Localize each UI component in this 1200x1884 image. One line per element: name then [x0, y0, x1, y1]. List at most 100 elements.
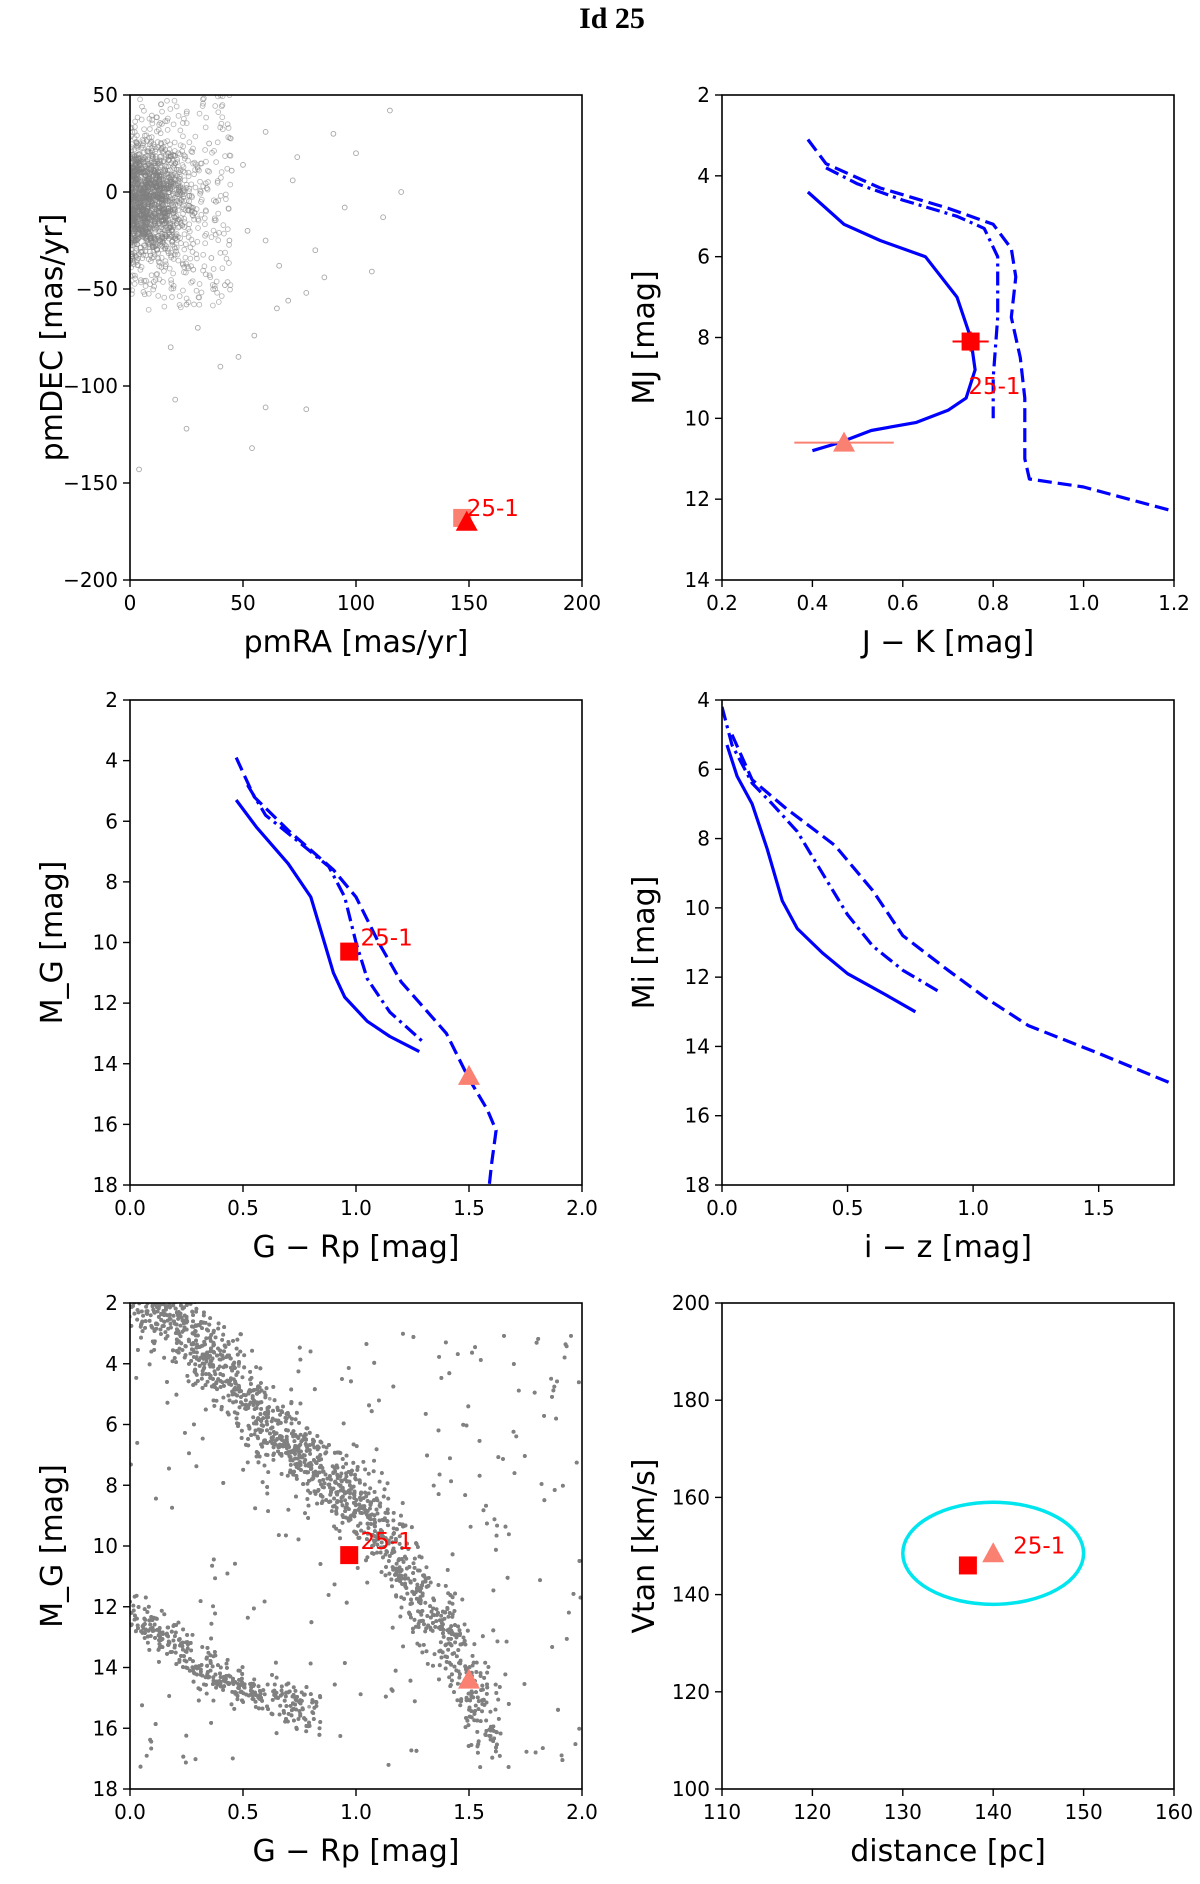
- field-star-point: [105, 214, 110, 219]
- field-star-point: [105, 249, 110, 254]
- field-star-point: [161, 220, 168, 227]
- field-star-point: [113, 229, 118, 234]
- field-star-point: [116, 234, 121, 239]
- field-star-point: [212, 103, 219, 109]
- y-tick-label: 8: [697, 827, 710, 851]
- field-star-point: [123, 126, 128, 131]
- field-star-point: [117, 167, 122, 172]
- field-star-point: [119, 222, 124, 227]
- field-star-point: [156, 196, 163, 202]
- field-star-point: [132, 272, 138, 279]
- field-star-point: [114, 164, 119, 169]
- field-star-point: [143, 252, 149, 259]
- field-star-point: [110, 140, 115, 145]
- field-star-point: [121, 197, 126, 202]
- field-star-point: [115, 166, 120, 171]
- field-star-point: [137, 184, 144, 191]
- field-star-point: [213, 278, 220, 285]
- field-star-point: [70, 198, 75, 203]
- x-tick-label: 2.0: [566, 1196, 598, 1220]
- field-star-point: [188, 236, 195, 243]
- field-star-point: [123, 197, 128, 202]
- x-tick-label: 1.2: [1158, 591, 1190, 615]
- field-star-point: [119, 169, 124, 174]
- field-star-point: [103, 254, 108, 259]
- field-star-point: [130, 155, 132, 161]
- field-star-point: [114, 259, 119, 264]
- field-star-point: [196, 167, 202, 174]
- field-star-point: [94, 193, 99, 198]
- field-star-point: [136, 203, 142, 210]
- field-star-point: [130, 184, 136, 190]
- field-star-point: [121, 216, 126, 221]
- field-star-point: [169, 1290, 173, 1294]
- field-star-point: [130, 135, 132, 141]
- field-star-point: [214, 178, 221, 184]
- field-star-point: [215, 109, 222, 116]
- field-star-point: [146, 1263, 150, 1267]
- field-star-point: [159, 148, 166, 154]
- y-tick-label: 10: [685, 896, 710, 920]
- field-star-point: [262, 237, 269, 244]
- x-axis-label: pmRA [mas/yr]: [244, 625, 469, 660]
- field-star-point: [108, 173, 113, 178]
- field-star-point: [145, 184, 151, 191]
- field-star-point: [172, 396, 179, 403]
- field-star-point: [123, 172, 128, 177]
- field-star-point: [109, 203, 114, 208]
- field-star-point: [104, 246, 109, 251]
- field-star-point: [136, 150, 143, 157]
- field-star-point: [160, 1292, 164, 1296]
- field-star-point: [100, 239, 105, 244]
- field-star-point: [163, 171, 170, 177]
- field-star-point: [91, 195, 96, 200]
- field-star-point: [105, 212, 110, 217]
- field-star-point: [155, 169, 161, 176]
- field-star-point: [140, 1296, 144, 1300]
- field-star-point: [146, 141, 153, 147]
- field-star-point: [111, 223, 116, 228]
- field-star-point: [227, 286, 233, 293]
- field-star-point: [118, 210, 123, 215]
- field-star-point: [105, 164, 110, 169]
- field-star-point: [117, 148, 122, 153]
- field-star-point: [191, 210, 198, 216]
- field-star-point: [203, 185, 210, 191]
- field-star-point: [102, 216, 107, 221]
- field-star-point: [111, 218, 116, 223]
- field-star-point: [89, 161, 94, 166]
- field-star-point: [114, 234, 119, 239]
- field-star-point: [131, 221, 138, 228]
- field-star-point: [111, 248, 116, 253]
- field-star-point: [100, 186, 105, 191]
- field-star-point: [158, 264, 165, 271]
- field-star-point: [134, 195, 141, 201]
- field-star-point: [131, 170, 138, 177]
- field-star-point: [125, 198, 130, 203]
- field-star-point: [103, 166, 108, 171]
- field-star-point: [121, 218, 126, 223]
- field-star-point: [92, 207, 97, 212]
- y-tick-label: 16: [685, 1104, 710, 1128]
- field-star-point: [119, 213, 124, 218]
- field-star-point: [112, 219, 117, 224]
- field-star-point: [120, 245, 125, 250]
- field-star-point: [176, 293, 183, 299]
- field-star-point: [91, 166, 96, 171]
- field-star-point: [86, 185, 91, 190]
- field-star-point: [77, 186, 82, 191]
- field-star-point: [119, 194, 124, 199]
- field-star-point: [114, 214, 119, 219]
- field-star-point: [100, 222, 105, 227]
- field-star-point: [226, 260, 232, 266]
- field-star-point: [112, 221, 117, 226]
- field-star-point: [194, 166, 201, 173]
- field-star-point: [118, 215, 123, 220]
- x-tick-label: 50: [230, 591, 255, 615]
- field-star-point: [117, 233, 122, 238]
- field-star-point: [140, 214, 147, 221]
- field-star-point: [115, 145, 120, 150]
- field-star-point: [95, 154, 100, 159]
- field-star-point: [124, 203, 129, 208]
- field-star-point: [110, 238, 115, 243]
